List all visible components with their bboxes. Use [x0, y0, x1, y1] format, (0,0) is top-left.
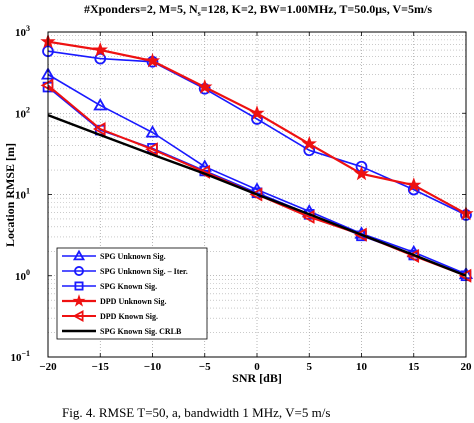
y-tick-label: 10−1: [10, 349, 30, 364]
x-tick-label: 20: [461, 361, 473, 373]
y-tick-label: 103: [15, 24, 30, 39]
series-point: [458, 268, 472, 283]
legend: SPG Unknown Sig. SPG Unknown Sig. – Iter.…: [56, 247, 208, 340]
series-point: [145, 142, 158, 157]
x-axis-label: SNR [dB]: [232, 371, 282, 385]
x-tick-labels: −20 −15 −10 −5 0 5 10 15 20: [39, 361, 472, 373]
series-point: [92, 42, 108, 57]
series-point: [94, 52, 107, 65]
legend-label: SPG Known Sig.: [100, 282, 157, 291]
legend-label: SPG Unknown Sig. – Iter.: [100, 267, 188, 276]
series-point: [353, 165, 370, 181]
chart-title-rest: =128, K=2, BW=1.00MHz, T=50.0μs, V=5m/s: [201, 2, 433, 16]
legend-label: SPG Known Sig. CRLB: [100, 327, 182, 336]
x-tick-label: −15: [92, 361, 110, 373]
series-point: [249, 105, 265, 120]
legend-marker: [72, 249, 86, 261]
series-point: [406, 177, 422, 192]
series-layer: [40, 33, 474, 283]
legend-label: DPD Known Sig.: [100, 312, 158, 321]
x-tick-label: −5: [199, 361, 211, 373]
series-point: [354, 227, 367, 242]
legend-box: [56, 247, 208, 340]
x-tick-label: 10: [356, 361, 368, 373]
series-point: [301, 135, 317, 151]
series-point: [197, 79, 213, 94]
legend-label: DPD Unknown Sig.: [100, 297, 166, 306]
y-tick-label: 100: [15, 268, 30, 283]
x-tick-label: 5: [307, 361, 313, 373]
series-point: [144, 52, 161, 68]
legend-marker: [72, 309, 84, 323]
legend-label: SPG Unknown Sig.: [100, 252, 166, 261]
y-tick-label: 102: [15, 105, 30, 120]
y-tick-label: 101: [15, 187, 30, 202]
y-tick-labels: 10−1 100 101 102 103: [10, 24, 30, 364]
series-3: [40, 33, 474, 221]
series-point: [145, 125, 160, 138]
series-line: [47, 73, 467, 275]
x-tick-label: −20: [39, 361, 57, 373]
x-tick-label: 15: [408, 361, 420, 373]
plot-frame: [47, 31, 467, 358]
series-point: [40, 78, 54, 93]
chart-title: #Xponders=2, M=5, Ns=128, K=2, BW=1.00MH…: [84, 2, 432, 18]
legend-marker: [72, 294, 86, 307]
legend-marker: [74, 266, 84, 276]
x-tick-label: 0: [254, 361, 260, 373]
series-5: [47, 113, 467, 277]
series-line: [47, 113, 467, 277]
legend-marker: [74, 281, 84, 291]
figure-caption: Fig. 4. RMSE T=50, a, bandwidth 1 MHz, V…: [62, 405, 330, 420]
series-point: [93, 98, 108, 111]
chart-title-sub: s: [198, 9, 201, 18]
chart-title-main: #Xponders=2, M=5, N: [84, 2, 198, 16]
series-point: [92, 121, 106, 137]
series-point: [249, 187, 263, 202]
y-axis-label: Location RMSE [m]: [3, 143, 17, 247]
x-tick-label: −10: [144, 361, 162, 373]
